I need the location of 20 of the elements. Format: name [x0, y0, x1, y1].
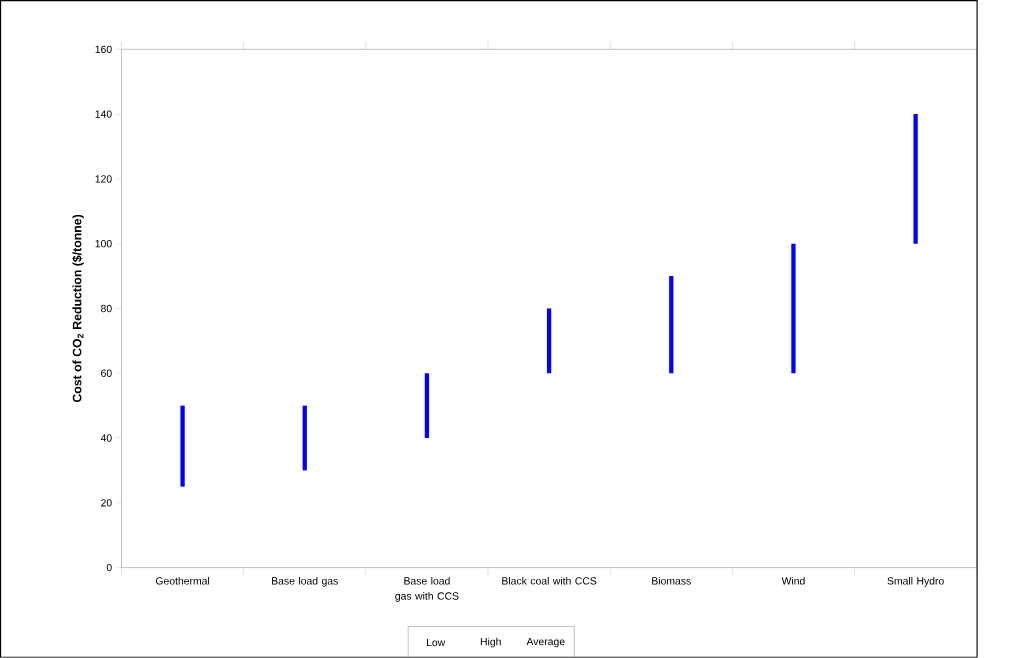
y-tick-label: 20 [101, 499, 112, 507]
y-tick-label: 80 [101, 304, 112, 313]
y-tick-label: 40 [100, 434, 112, 442]
x-tick-label: Base load gas [272, 577, 338, 587]
y-tick-label: 0 [106, 564, 112, 572]
x-tick-label: Small Hydro [887, 577, 944, 587]
x-tick-label: Wind [781, 577, 805, 585]
x-tick-label: Black coal with CCS [502, 577, 597, 585]
text: Low [426, 639, 446, 647]
x-tick-label: Geothermal [155, 577, 210, 585]
text: Average [526, 638, 565, 648]
y-tick-label: 60 [101, 369, 112, 378]
text: High [480, 637, 501, 648]
y-axis-title: Cost of CO$_{2}$ Reduction ($/tonne) [72, 215, 84, 403]
x-tick-label: Biomass [652, 577, 691, 585]
y-tick-label: 140 [95, 110, 112, 118]
y-tick-label: 100 [95, 240, 112, 248]
x-tick-label: Base load gas with CCS [395, 577, 459, 602]
y-tick-label: 160 [95, 45, 112, 54]
y-tick-label: 120 [95, 175, 112, 183]
